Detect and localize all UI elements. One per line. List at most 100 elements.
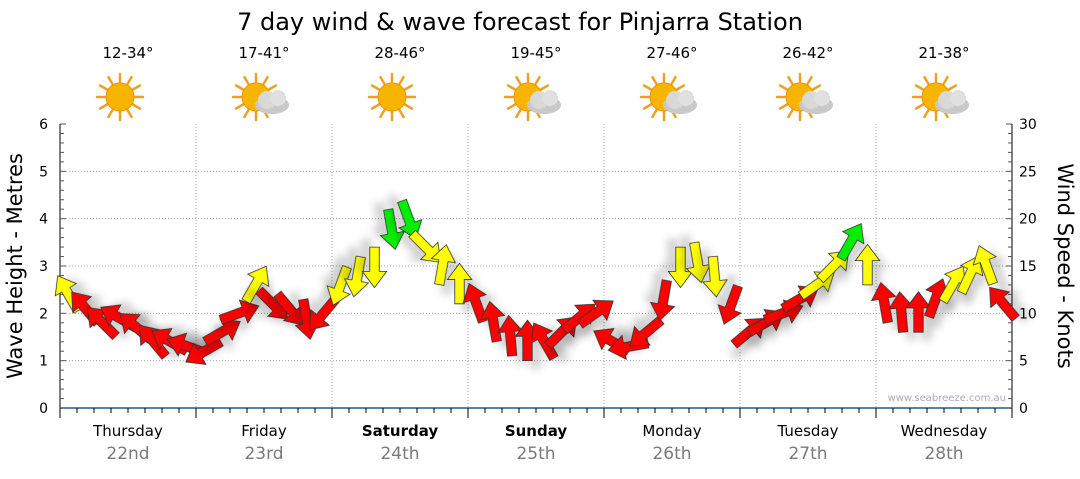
day-forecast-header: 12-34° 17-41° 28-46° 19-45° 27-46° 26-42° 21-3…	[95, 44, 970, 122]
day-label: Friday	[241, 422, 287, 440]
wind-arrow	[326, 265, 352, 306]
left-tick-label: 3	[39, 259, 48, 275]
temperature-range: 26-42°	[782, 44, 833, 62]
wind-arrow-shape	[667, 246, 694, 289]
day-label: Tuesday	[776, 422, 838, 440]
partly-cloudy-icon	[911, 72, 969, 122]
date-label: 24th	[380, 444, 419, 464]
wind-arrow	[972, 245, 998, 286]
wind-arrow-shape	[870, 281, 897, 324]
left-tick-label: 1	[39, 354, 48, 370]
wind-arrow	[430, 244, 457, 286]
right-tick-label: 5	[1019, 354, 1028, 370]
right-tick-label: 30	[1019, 117, 1037, 133]
wind-arrow-shape	[462, 282, 488, 324]
axes: 0 1 2 3 4 5 6 0 5 10 15 20 25 30 Thursday 22nd Friday 23r…	[39, 117, 1037, 464]
date-label: 28th	[924, 444, 963, 464]
wind-arrow	[446, 262, 473, 305]
chart-title: 7 day wind & wave forecast for Pinjarra …	[237, 8, 803, 36]
sun-icon	[95, 72, 145, 122]
watermark: www.seabreeze.com.au	[888, 393, 1006, 404]
temperature-range: 12-34°	[102, 44, 153, 62]
wind-arrow	[379, 208, 406, 251]
temperature-range: 19-45°	[510, 44, 561, 62]
wind-arrow-shape	[972, 245, 998, 286]
wind-arrow	[462, 282, 488, 324]
partly-cloudy-icon	[503, 72, 561, 122]
date-label: 25th	[516, 444, 555, 464]
wind-arrow	[185, 337, 224, 365]
wind-arrow	[989, 286, 1020, 322]
left-tick-label: 4	[39, 212, 48, 228]
wind-arrow-shape	[717, 283, 743, 325]
date-label: 23rd	[244, 444, 283, 464]
date-label: 27th	[788, 444, 827, 464]
wind-arrow-shape	[218, 299, 260, 325]
grid-lines	[60, 124, 1012, 408]
day-label: Thursday	[92, 422, 163, 440]
right-tick-label: 25	[1019, 164, 1037, 180]
wind-arrow-shape	[530, 322, 559, 362]
left-axis-title: Wave Height - Metres	[3, 153, 27, 379]
wind-arrow	[343, 255, 370, 298]
wind-arrow-shape	[361, 246, 388, 289]
partly-cloudy-icon	[639, 72, 697, 122]
wind-arrow	[530, 322, 559, 362]
wind-arrow-shape	[593, 328, 632, 356]
wind-arrow	[702, 255, 728, 298]
wind-arrow-shape	[397, 198, 423, 240]
right-tick-label: 0	[1019, 401, 1028, 417]
day-label: Wednesday	[901, 422, 988, 440]
wind-arrow-shape	[408, 229, 442, 263]
wind-arrow	[717, 283, 743, 325]
wind-arrow	[576, 299, 614, 329]
right-tick-label: 15	[1019, 259, 1037, 275]
wind-arrow-shape	[702, 255, 728, 298]
wind-arrow-shape	[379, 208, 406, 251]
partly-cloudy-icon	[775, 72, 833, 122]
wind-arrow	[836, 223, 865, 262]
partly-cloudy-icon	[231, 72, 289, 122]
left-tick-label: 6	[39, 117, 48, 133]
wind-arrow-shape	[854, 243, 881, 286]
wind-arrow	[956, 255, 984, 296]
wind-arrow-shape	[446, 262, 473, 305]
date-label: 22nd	[106, 444, 149, 464]
wind-arrow	[854, 243, 881, 286]
wind-arrow	[649, 279, 676, 322]
wind-arrow-shape	[343, 255, 370, 298]
wind-arrow-shape	[836, 223, 865, 262]
right-axis-title: Wind Speed - Knots	[1053, 163, 1077, 368]
right-tick-label: 10	[1019, 306, 1037, 322]
right-tick-label: 20	[1019, 212, 1037, 228]
wind-arrow-shape	[241, 265, 270, 305]
wind-arrow-shape	[326, 265, 352, 306]
wind-arrow-shape	[430, 244, 457, 286]
wind-arrows	[54, 198, 1020, 365]
left-tick-label: 0	[39, 401, 48, 417]
wind-arrow-shape	[576, 299, 614, 329]
wind-arrow	[667, 246, 694, 289]
day-label: Sunday	[505, 422, 568, 440]
wind-arrow-shape	[629, 315, 665, 347]
wind-arrow	[397, 198, 423, 240]
wind-arrow	[361, 246, 388, 289]
temperature-range: 28-46°	[374, 44, 425, 62]
wind-arrow	[593, 328, 632, 356]
wind-arrow	[408, 229, 442, 263]
date-label: 26th	[652, 444, 691, 464]
wind-arrow	[218, 299, 260, 325]
wind-arrow	[870, 281, 897, 324]
temperature-range: 27-46°	[646, 44, 697, 62]
wind-arrow-shape	[649, 279, 676, 322]
temperature-range: 21-38°	[918, 44, 969, 62]
day-label: Monday	[642, 422, 701, 440]
wind-arrow-shape	[956, 255, 984, 296]
wind-arrow-shape	[185, 337, 224, 365]
left-tick-label: 2	[39, 306, 48, 322]
temperature-range: 17-41°	[238, 44, 289, 62]
wind-arrow	[241, 265, 270, 305]
day-label: Saturday	[362, 422, 439, 440]
wind-arrow-shape	[989, 286, 1020, 322]
